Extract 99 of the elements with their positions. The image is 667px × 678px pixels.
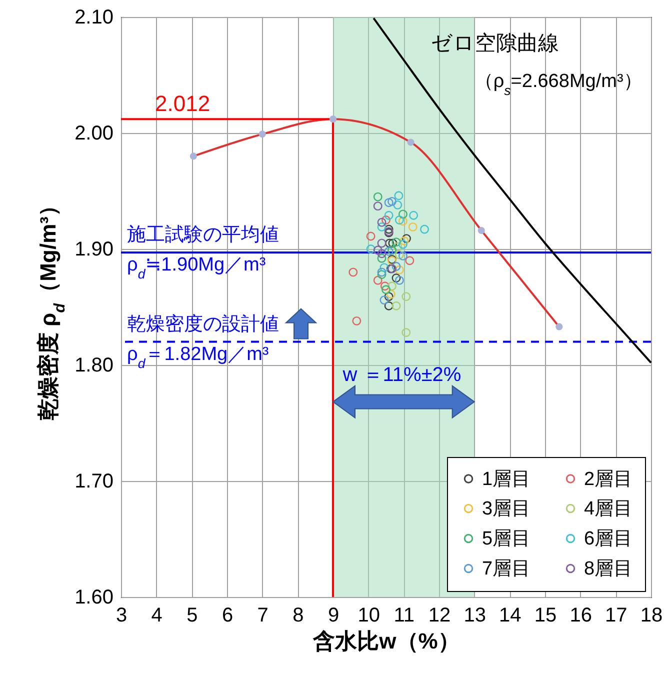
point <box>377 254 386 263</box>
point <box>386 290 396 299</box>
legend-label: 5層目 <box>482 528 531 550</box>
x-tick-label: 4 <box>151 604 162 626</box>
point <box>392 301 401 310</box>
point <box>393 242 402 252</box>
y-tick-label: 1.90 <box>74 238 114 260</box>
point <box>190 152 197 160</box>
point <box>373 276 382 285</box>
point <box>394 265 404 274</box>
point <box>394 276 404 285</box>
annotation: （ρ$_{s}$=2.668Mg/m³） <box>474 70 642 98</box>
point <box>377 222 386 232</box>
x-tick-label: 15 <box>534 604 557 626</box>
point <box>377 268 386 277</box>
legend-label: 6層目 <box>584 528 633 550</box>
point <box>393 200 402 210</box>
point <box>556 323 563 330</box>
point <box>392 238 401 247</box>
line-series <box>372 17 652 364</box>
x-tick-label: 5 <box>186 604 198 626</box>
point <box>398 210 408 219</box>
y-tick-label: 2.10 <box>74 6 114 28</box>
point <box>407 138 414 146</box>
point <box>388 246 396 255</box>
point <box>409 210 418 220</box>
x-tick-label: 11 <box>394 604 415 626</box>
annotation: w ＝11%±2% <box>342 364 462 386</box>
point <box>384 210 394 220</box>
point <box>329 116 337 123</box>
annotation: 2.012 <box>155 91 210 116</box>
point <box>384 292 394 302</box>
legend-label: 4層目 <box>584 498 633 520</box>
point <box>258 130 266 138</box>
x-tick-label: 9 <box>328 604 340 626</box>
point <box>377 238 386 248</box>
ref-line-label: 乾燥密度の設計値 ρ$_{d}$＝1.82Mg／m³ <box>127 312 279 370</box>
point <box>366 244 376 254</box>
point <box>384 224 394 234</box>
x-tick-label: 16 <box>570 604 592 626</box>
point <box>394 250 404 260</box>
point <box>392 262 401 271</box>
legend-label: 8層目 <box>584 558 633 580</box>
point <box>348 268 358 277</box>
point <box>398 240 408 249</box>
x-tick-label: 10 <box>358 604 380 626</box>
point <box>382 285 390 294</box>
x-tick-label: 17 <box>605 604 628 626</box>
point <box>373 246 382 255</box>
point <box>352 316 362 326</box>
legend-label: 3層目 <box>482 498 531 520</box>
point <box>366 232 376 241</box>
point <box>408 222 418 232</box>
point <box>392 274 401 282</box>
x-tick-label: 12 <box>428 604 451 626</box>
point <box>400 236 409 246</box>
point <box>377 270 386 279</box>
legend-label: 2層目 <box>584 468 633 490</box>
point <box>402 234 411 244</box>
point <box>398 216 408 226</box>
y-tick-label: 2.00 <box>74 122 114 144</box>
point <box>377 218 386 227</box>
point <box>373 192 382 202</box>
point <box>380 296 389 305</box>
point <box>384 246 394 256</box>
y-tick-label: 1.60 <box>74 586 114 608</box>
x-tick-label: 8 <box>292 604 304 626</box>
x-tick-label: 7 <box>257 604 268 626</box>
point <box>384 301 394 310</box>
point <box>382 216 390 224</box>
y-tick-label: 1.80 <box>74 354 114 376</box>
point <box>388 238 398 248</box>
point <box>385 238 394 248</box>
point <box>398 251 408 260</box>
point <box>384 198 394 208</box>
point <box>405 256 414 266</box>
x-tick-label: 3 <box>116 604 128 626</box>
x-tick-label: 18 <box>640 604 663 626</box>
x-tick-label: 6 <box>222 604 234 626</box>
point <box>402 328 411 337</box>
point <box>478 226 485 234</box>
point <box>377 249 386 258</box>
ref-line-label: 施工試験の平均値 ρ$_{d}$≒1.90Mg／m³ <box>127 224 279 281</box>
point <box>420 224 429 234</box>
point <box>373 202 382 211</box>
x-axis-title: 含水比w（%） <box>312 628 460 654</box>
x-tick-label: 13 <box>464 604 486 626</box>
legend-label: 1層目 <box>482 468 531 490</box>
point <box>402 292 411 302</box>
point <box>394 191 404 200</box>
point <box>388 196 396 206</box>
point <box>380 282 390 291</box>
x-tick-label: 14 <box>499 604 522 626</box>
point <box>380 263 389 272</box>
y-tick-label: 1.70 <box>74 470 114 492</box>
point <box>394 216 404 224</box>
legend-label: 7層目 <box>482 558 531 580</box>
annotation: ゼロ空隙曲線 <box>431 32 559 55</box>
point <box>388 282 396 291</box>
